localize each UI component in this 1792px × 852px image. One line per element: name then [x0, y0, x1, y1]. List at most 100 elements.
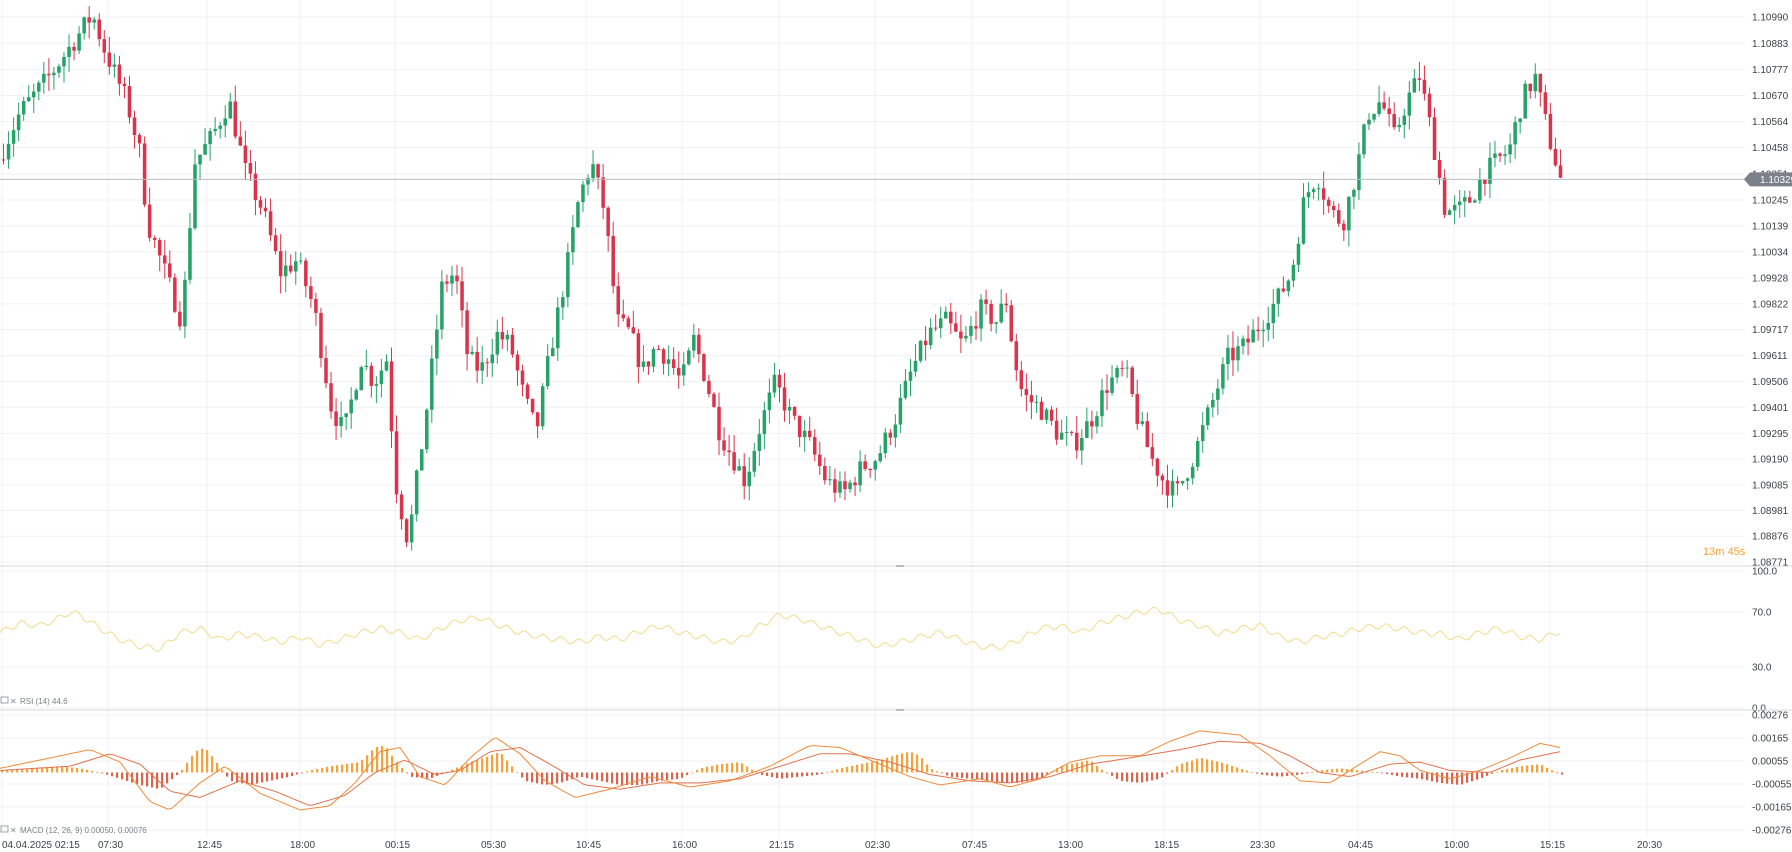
macd-hist-bar-negative [641, 772, 644, 785]
price-pane[interactable]: 1.10990 1.10883 1.10777 1.10670 1.10564 1.104… [0, 5, 1792, 569]
candle-bull [1347, 196, 1351, 231]
legend-close-icon[interactable]: ✕ [10, 826, 17, 835]
candle-bull [6, 143, 11, 160]
candle-bull [1266, 323, 1270, 330]
rsi-pane[interactable]: 100.0 70.0 30.0 0.0 ✕ RSI (14) 44.6 [0, 567, 1777, 715]
macd-hist-bar-negative [1141, 772, 1144, 783]
macd-hist-bar-negative [1046, 772, 1049, 775]
price-tick-label: 1.09717 [1752, 325, 1789, 336]
macd-hist-bar-negative [636, 772, 639, 785]
candle-bull [999, 303, 1003, 323]
candle-bull [228, 101, 233, 119]
rsi-legend-label: RSI (14) 44.6 [20, 697, 68, 706]
macd-hist-bar-positive [476, 759, 479, 773]
time-tick-label: 21:15 [769, 840, 794, 851]
candle-bear [1029, 395, 1034, 403]
time-tick-label: 04:45 [1348, 840, 1373, 851]
price-axis[interactable]: 1.10990 1.10883 1.10777 1.10670 1.10564 1.104… [1752, 13, 1789, 569]
macd-hist-bar-positive [56, 766, 59, 773]
macd-hist-bar-positive [861, 763, 864, 773]
candle-bull [409, 514, 414, 543]
macd-hist-bar-negative [1486, 772, 1489, 776]
candle-bull [747, 471, 752, 487]
macd-pane[interactable]: 0.00276 0.00165 0.00055 -0.00055 -0.00165 -0.… [0, 711, 1792, 837]
macd-tick-label: -0.00165 [1752, 802, 1792, 813]
candle-bear [1231, 347, 1235, 361]
candle-bear [147, 204, 152, 238]
macd-legend[interactable]: ✕ MACD (12, 26, 9) 0.00050, 0.00076 [0, 825, 147, 835]
candle-bull [1100, 390, 1104, 417]
macd-hist-bar-positive [916, 754, 919, 773]
pane-resize-handle-rsi[interactable] [896, 565, 904, 567]
rsi-legend[interactable]: ✕ RSI (14) 44.6 [0, 696, 68, 706]
candle-bull [1457, 201, 1462, 206]
candle-bear [1342, 223, 1346, 231]
macd-hist-bar-positive [1251, 772, 1254, 773]
macd-hist-bar-positive [216, 762, 219, 773]
candle-bull [112, 64, 117, 67]
macd-hist-bar-negative [1001, 772, 1004, 783]
candle-bull [1095, 416, 1099, 427]
candle-bear [47, 73, 51, 76]
macd-hist-bar-negative [281, 772, 284, 779]
candle-bull [1034, 401, 1039, 403]
macd-hist-bar-positive [831, 770, 834, 773]
legend-close-icon[interactable]: ✕ [10, 697, 17, 706]
legend-menu-icon[interactable] [0, 696, 9, 704]
macd-hist-bar-negative [536, 772, 539, 784]
macd-hist-bar-positive [376, 747, 379, 773]
candle-bear [253, 173, 258, 201]
candle-bull [92, 19, 96, 23]
macd-hist-bar-positive [691, 772, 694, 774]
macd-hist-bar-negative [121, 772, 124, 780]
legend-menu-icon[interactable] [0, 825, 9, 833]
candle-bull [1261, 329, 1265, 332]
macd-hist-bar-positive [1066, 764, 1069, 773]
price-tick-label: 1.09822 [1752, 299, 1789, 310]
macd-hist-bar-positive [511, 766, 514, 773]
candle-bear [959, 331, 963, 339]
candle-bull [692, 334, 696, 351]
macd-hist-bar-negative [1041, 772, 1044, 778]
macd-hist-bar-negative [1021, 772, 1024, 783]
macd-hist-bar-positive [356, 762, 359, 773]
macd-hist-bar-negative [576, 772, 579, 778]
macd-hist-bar-negative [166, 772, 169, 784]
candle-bull [344, 413, 348, 418]
candle-bull [1488, 157, 1492, 184]
macd-hist-bar-negative [656, 772, 659, 782]
macd-tick-label: 0.00165 [1752, 734, 1789, 745]
candle-bull [979, 299, 983, 329]
candle-bear [1130, 367, 1134, 395]
macd-hist-bar-positive [826, 772, 829, 774]
candle-bull [1226, 347, 1230, 365]
candle-bear [807, 430, 812, 438]
candle-bear [933, 327, 938, 329]
macd-hist-bar-positive [381, 746, 384, 773]
time-axis[interactable]: 04.04.2025 02:15 07:30 12:45 18:00 00:15 05:3… [2, 840, 1662, 851]
candle-bull [1367, 119, 1371, 125]
candle-bear [1483, 179, 1487, 184]
macd-hist-bar-negative [976, 772, 979, 780]
time-tick-label: 00:15 [385, 840, 410, 851]
candle-bear [107, 52, 112, 67]
candle-bull [1493, 153, 1497, 158]
price-tick-label: 1.10458 [1752, 143, 1789, 154]
macd-hist-bar-positive [851, 765, 854, 773]
macd-tick-label: 0.00055 [1752, 757, 1789, 768]
candle-bull [1251, 329, 1255, 343]
macd-hist-bar-positive [1096, 765, 1099, 773]
candle-bull [566, 252, 570, 298]
candle-bear [1432, 117, 1437, 160]
candle-bear [1019, 370, 1024, 390]
rsi-axis: 100.0 70.0 30.0 0.0 [1752, 567, 1777, 715]
macd-hist-bar-negative [116, 772, 119, 778]
rsi-line [0, 606, 1561, 652]
candle-bear [404, 519, 409, 543]
macd-hist-bar-negative [1481, 772, 1484, 778]
time-tick-label: 13:00 [1058, 840, 1083, 851]
candle-bear [868, 469, 872, 471]
pane-resize-handle-macd[interactable] [896, 709, 904, 711]
macd-hist-bar-negative [996, 772, 999, 783]
